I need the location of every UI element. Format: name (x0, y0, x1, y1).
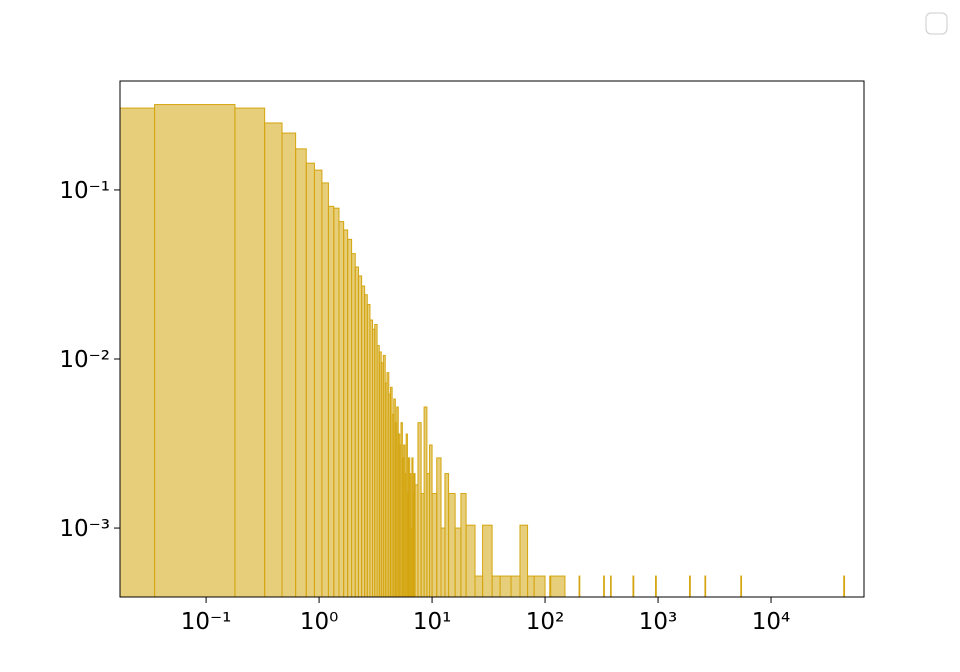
bar (465, 524, 476, 598)
bar (632, 575, 635, 598)
bar (510, 575, 521, 598)
bar (474, 575, 484, 598)
bar (436, 457, 442, 598)
bar (321, 182, 329, 598)
bar (704, 575, 707, 598)
bar (603, 575, 605, 598)
bar (482, 524, 493, 598)
bar (431, 493, 438, 598)
bar (305, 162, 315, 598)
bar (440, 527, 446, 598)
bar (347, 238, 353, 598)
bar (689, 575, 691, 598)
empty-legend (925, 12, 948, 35)
y-tick-label: 10⁻¹ (59, 178, 110, 204)
bar (533, 575, 546, 598)
bar (154, 104, 236, 598)
bar (444, 473, 450, 598)
x-tick-label: 10⁻¹ (181, 609, 232, 635)
x-tick-label: 10² (526, 609, 565, 635)
bar (550, 575, 566, 598)
bar (740, 575, 743, 598)
bar (499, 575, 512, 598)
x-tick-label: 10⁰ (300, 609, 339, 635)
bar (295, 148, 307, 598)
bar (491, 575, 501, 598)
bar (519, 524, 529, 598)
bar (460, 493, 467, 598)
bar (343, 229, 349, 598)
bar (655, 575, 657, 598)
bar (527, 575, 535, 598)
x-tick-label: 10⁴ (752, 609, 791, 635)
x-tick-label: 10³ (639, 609, 678, 635)
bar (281, 132, 297, 598)
bar (338, 221, 345, 598)
plot-frame (119, 80, 865, 598)
bar (327, 205, 335, 598)
bar (234, 107, 266, 598)
bar (610, 575, 612, 598)
bar (351, 253, 356, 598)
y-tick-label: 10⁻² (59, 347, 110, 373)
bar (313, 169, 323, 598)
bar (578, 575, 581, 598)
bar (448, 493, 456, 598)
bar (119, 107, 156, 598)
bar (843, 575, 846, 598)
y-tick-label: 10⁻³ (59, 516, 110, 542)
x-tick-label: 10¹ (413, 609, 452, 635)
bar (264, 122, 283, 598)
bar (454, 527, 462, 598)
bar (333, 207, 340, 598)
